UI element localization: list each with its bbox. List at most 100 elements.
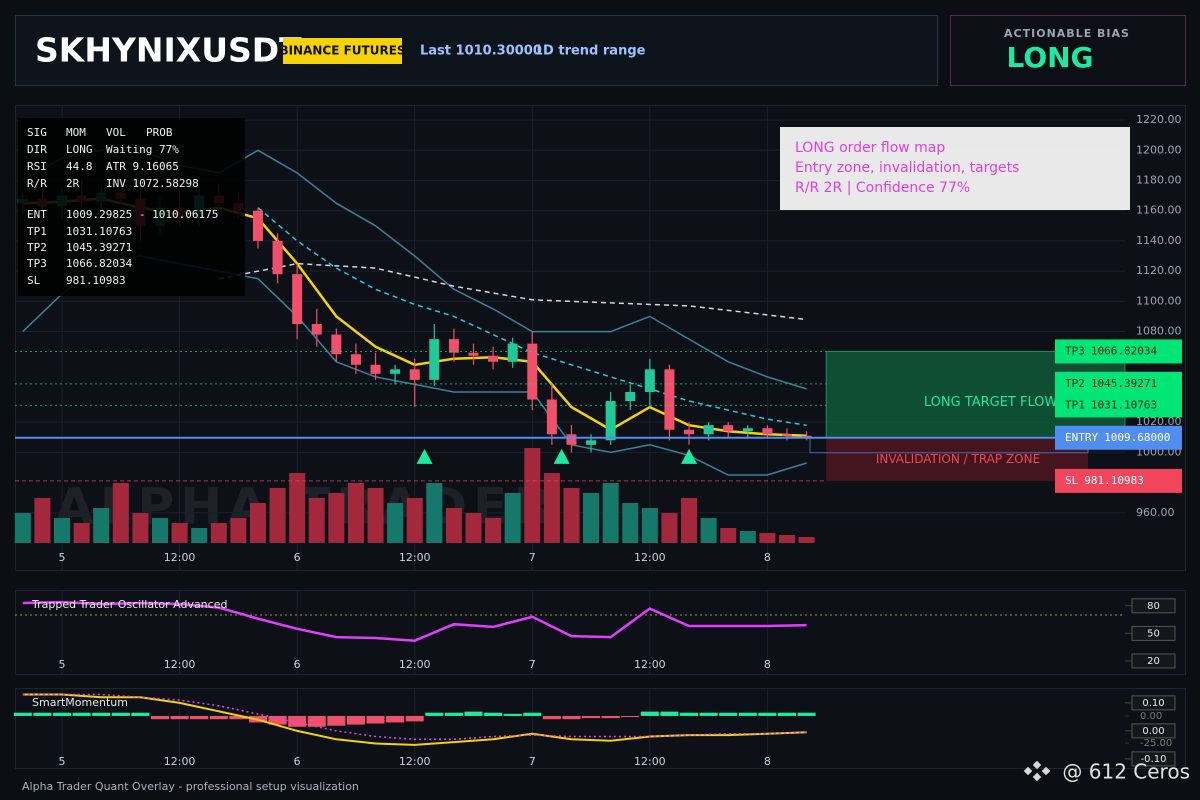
level-name: TP3 [1065,344,1085,357]
candle-body [488,355,499,362]
label-layer: 5 12:00 6 12:00 7 12:00 8 TP3 1066.82034 TP2 1045.… [31,339,1182,768]
y-tick-label: 1220.00 [1136,113,1182,126]
momentum-bar [425,712,444,716]
momentum-bar [444,712,463,716]
momentum-bar [621,715,640,718]
candle-body [566,434,577,445]
info-cell: Waiting 77% [106,143,179,156]
panel-title: Trapped Trader Oscillator Advanced [31,598,227,611]
momentum-bar [738,712,757,716]
info-cell: R/R [27,177,47,190]
x-tick-label: 12:00 [634,755,666,768]
bias-label: ACTIONABLE BIAS [1004,27,1130,40]
candle-body [546,399,557,435]
level-label: TP1 1031.10763 [1065,398,1157,411]
momentum-bar [53,712,72,716]
info-cell: DIR [27,143,47,156]
last-price: Last 1010.30000 [420,44,542,59]
candle-body [605,401,616,441]
volume-bar [93,508,110,543]
signal-marker [681,448,698,464]
momentum-bar [601,715,620,719]
x-tick-label: 8 [764,658,771,671]
volume-bar [367,488,384,543]
volume-bar [445,508,462,543]
info-cell: ATR 9.16065 [106,160,179,173]
volume-bar [661,513,678,543]
info-cell: 1031.10763 [66,225,132,238]
annotation: LONG order flow map Entry zone, invalida… [780,127,1130,210]
info-cell: RSI [27,160,47,173]
momentum-bar [719,712,738,716]
x-tick-label: 6 [294,551,301,564]
annotation-bg [780,127,1130,210]
y-tick-box [1131,653,1176,669]
volume-bar [112,483,129,543]
x-tick-label: 7 [529,755,536,768]
candle-body [782,434,793,436]
annotation-line: Entry zone, invalidation, targets [795,160,1019,176]
info-cell: SL [27,274,41,287]
momentum-bar [288,715,307,727]
candle-body [311,324,322,335]
y-tick-label: 1140.00 [1136,234,1182,247]
level-tag [1055,393,1182,418]
momentum-bar [640,711,659,716]
momentum-bar [131,712,150,716]
momentum-bar [268,715,287,725]
y-tick-label: -0.10 [1141,754,1167,765]
volume-bar [73,523,90,543]
level-label: TP3 1066.82034 [1065,344,1157,357]
info-cell: LONG [66,143,93,156]
info-cell: 1009.29825 - 1010.06175 [66,208,218,221]
volume-bar [132,513,149,543]
volume-bar [720,528,737,543]
y-tick-label: 1160.00 [1136,204,1182,217]
momentum-bar [307,715,326,727]
x-tick-label: 5 [59,658,66,671]
x-tick-label: 5 [59,551,66,564]
momentum-line [22,693,807,746]
volume-bar [249,503,266,543]
candle-body [292,274,303,324]
level-name: TP2 [1065,377,1085,390]
momentum-bar [229,715,248,720]
volume-bar [289,473,306,543]
y-tick-label: 80 [1147,601,1160,612]
level-name: SL [1065,474,1079,487]
header-panel [15,15,938,86]
volume-bar [151,518,168,543]
info-cell: TP3 [27,257,47,270]
momentum-bar [111,712,130,716]
volume-bar [700,518,717,543]
level-tag [1055,468,1182,493]
level-label: TP2 1045.39271 [1065,377,1157,390]
candle-body [625,391,636,402]
momentum-panel [15,688,1186,769]
momentum-bar [209,715,228,720]
momentum-bar [327,715,346,726]
candle-body [429,339,440,380]
momentum-bar [523,712,542,716]
candle-body [468,352,479,356]
volume-bar [759,533,776,543]
info-cell: PROB [146,126,173,139]
volume-bar [465,513,482,543]
y2-tick-label: -25.00 [1140,738,1172,749]
candle-body [331,334,342,355]
candle-body [644,369,655,392]
symbol: SKHYNIXUSDT [35,31,302,70]
volume-bar [583,493,600,543]
info-cell: 44.8 [66,160,93,173]
momentum-bar [190,715,209,720]
x-tick-label: 7 [529,658,536,671]
oscillator-line [22,600,807,642]
candle-body [684,429,695,435]
candle-body [801,435,812,438]
y-tick-label: 0.10 [1142,698,1164,709]
zone-layer [809,350,1126,481]
x-tick-label: 12:00 [164,551,196,564]
candle-body [507,343,518,362]
panel-title: SmartMomentum [32,696,128,709]
info-cell: TP2 [27,241,47,254]
